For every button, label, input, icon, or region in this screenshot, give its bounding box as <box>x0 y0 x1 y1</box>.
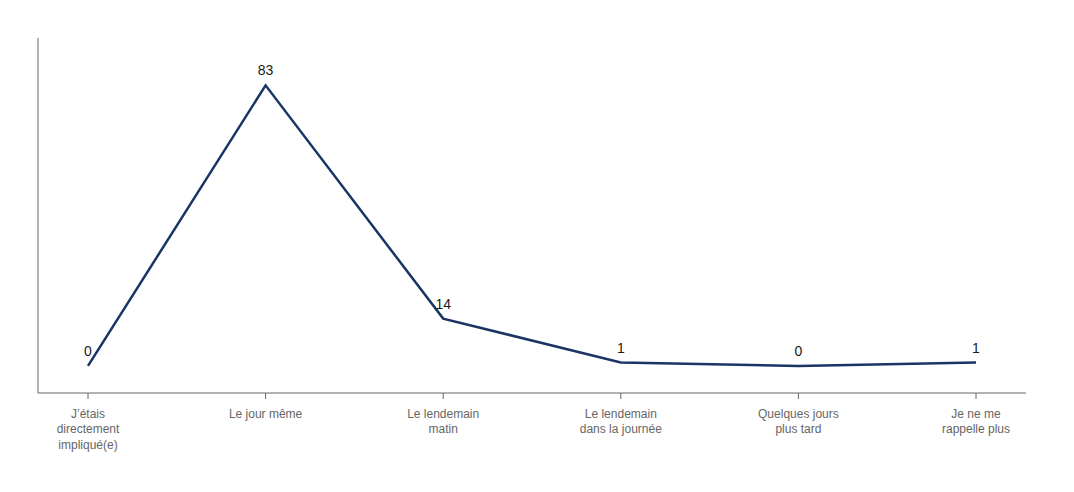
svg-text:83: 83 <box>258 62 274 78</box>
svg-text:1: 1 <box>972 340 980 356</box>
svg-text:Le lendemaindans la journée: Le lendemaindans la journée <box>580 407 662 437</box>
svg-text:Je ne merappelle plus: Je ne merappelle plus <box>942 407 1010 437</box>
svg-text:Le jour même: Le jour même <box>229 407 303 421</box>
svg-text:0: 0 <box>795 343 803 359</box>
svg-text:J’étaisdirectementimpliqué(e): J’étaisdirectementimpliqué(e) <box>57 407 120 452</box>
svg-text:1: 1 <box>617 340 625 356</box>
svg-text:Le lendemainmatin: Le lendemainmatin <box>407 407 479 437</box>
svg-text:Quelques joursplus tard: Quelques joursplus tard <box>758 407 839 437</box>
svg-text:14: 14 <box>435 296 451 312</box>
svg-text:0: 0 <box>84 343 92 359</box>
